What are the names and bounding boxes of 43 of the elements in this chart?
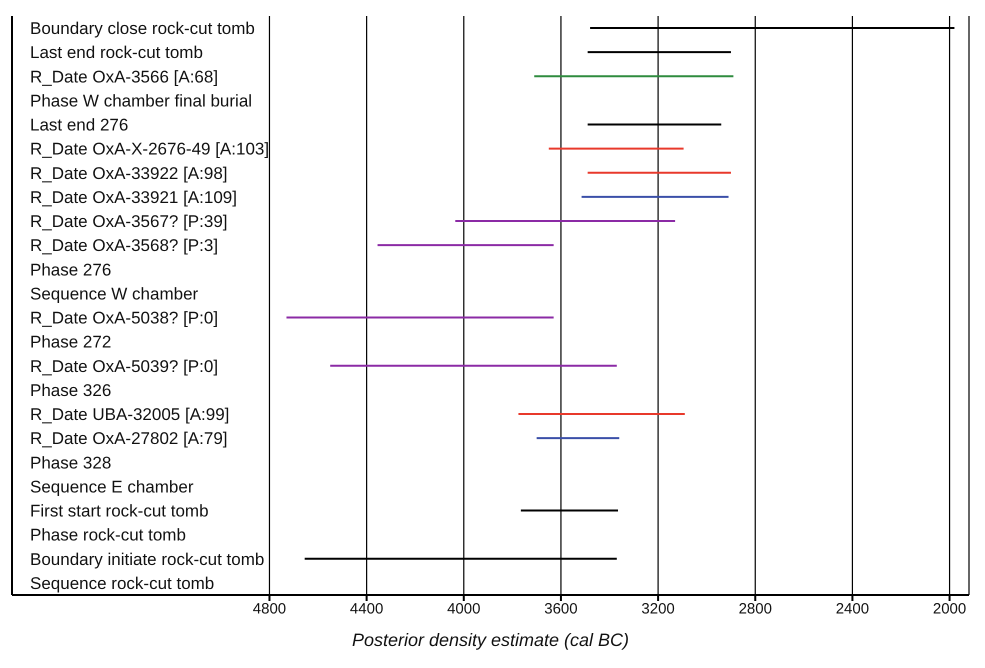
bar xyxy=(330,364,617,367)
y-tick-label: Boundary close rock-cut tomb xyxy=(30,19,255,38)
y-tick-label: Phase W chamber final burial xyxy=(30,91,252,110)
bar xyxy=(582,196,729,198)
y-tick-label: Last end rock-cut tomb xyxy=(30,43,203,62)
y-tick-label: Sequence rock-cut tomb xyxy=(30,574,214,593)
y-tick-label: Sequence W chamber xyxy=(30,284,199,304)
y-tick-label: R_Date OxA-3567? [P:39] xyxy=(30,212,228,232)
bar xyxy=(536,437,620,440)
y-tick-label: First start rock-cut tomb xyxy=(30,502,209,521)
bar xyxy=(286,316,554,318)
x-axis-title: Posterior density estimate (cal BC) xyxy=(352,630,630,650)
y-tick-label: Phase 328 xyxy=(30,453,112,472)
x-tick-label: 4400 xyxy=(350,600,384,618)
y-tick-label: R_Date OxA-33922 [A:98] xyxy=(30,164,228,183)
y-tick-label: R_Date OxA-33921 [A:109] xyxy=(30,188,237,207)
bar xyxy=(548,148,684,150)
y-tick-label: R_Date OxA-27802 [A:79] xyxy=(30,429,228,448)
y-tick-label: Sequence E chamber xyxy=(30,477,194,496)
x-tick-label: 2800 xyxy=(738,600,772,618)
bar xyxy=(534,75,734,78)
bar xyxy=(518,413,685,415)
y-tick-label: R_Date OxA-3568? [P:3] xyxy=(30,236,218,256)
x-tick-label: 2400 xyxy=(836,600,870,618)
y-tick-label: Phase rock-cut tomb xyxy=(30,526,186,545)
y-tick-label: R_Date UBA-32005 [A:99] xyxy=(30,405,230,424)
y-tick-label: R_Date OxA-5039? [P:0] xyxy=(30,356,218,376)
y-tick-label: R_Date OxA-3566 [A:68] xyxy=(30,67,218,86)
y-tick-label: Last end 276 xyxy=(30,116,128,135)
bar xyxy=(378,244,554,246)
y-tick-label: Phase 326 xyxy=(30,380,112,400)
y-tick-label: Phase 276 xyxy=(30,260,112,280)
y-tick-label: Boundary initiate rock-cut tomb xyxy=(30,550,264,569)
y-tick-label: R_Date OxA-5038? [P:0] xyxy=(30,308,218,328)
x-tick-label: 4800 xyxy=(252,600,286,618)
bar xyxy=(455,220,676,222)
x-tick-label: 4000 xyxy=(447,600,480,618)
x-tick-label: 2000 xyxy=(932,600,966,618)
y-tick-label: R_Date OxA-X-2676-49 [A:103] xyxy=(30,140,270,159)
x-tick-label: 3600 xyxy=(544,600,578,618)
y-tick-label: Phase 272 xyxy=(30,332,112,352)
x-tick-label: 3200 xyxy=(641,600,675,618)
bar xyxy=(588,172,731,174)
